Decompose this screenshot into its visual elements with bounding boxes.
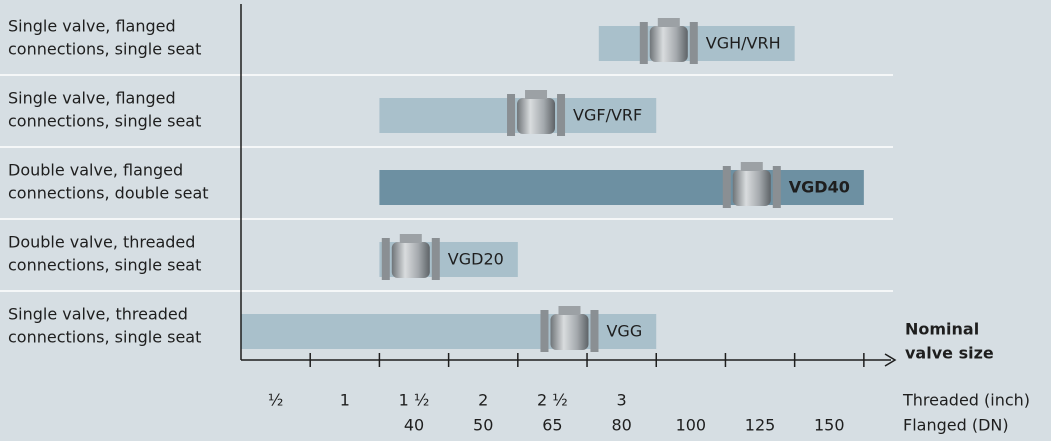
valve-flange <box>540 310 548 352</box>
row-label: connections, single seat <box>8 112 201 131</box>
bar-label: VGH/VRH <box>706 34 781 53</box>
row-label: Single valve, flanged <box>8 17 176 36</box>
bar-label: VGD20 <box>448 250 504 269</box>
valve-flange <box>723 166 731 208</box>
bar-label: VGF/VRF <box>573 106 642 125</box>
valve-flange <box>690 22 698 64</box>
valve-body <box>733 170 771 206</box>
size-label: 1 ½ <box>399 391 430 410</box>
row-label: Single valve, flanged <box>8 89 176 108</box>
size-label: 80 <box>611 416 631 435</box>
valve-top <box>400 234 422 243</box>
valve-body <box>650 26 688 62</box>
valve-flange <box>382 238 390 280</box>
size-label: 2 <box>478 391 488 410</box>
bar-label: VGD40 <box>789 178 850 197</box>
valve-body <box>550 314 588 350</box>
valve-flange <box>557 94 565 136</box>
size-label: 125 <box>745 416 776 435</box>
size-label: 2 ½ <box>537 391 568 410</box>
row-label: Single valve, threaded <box>8 305 188 324</box>
valve-body <box>517 98 555 134</box>
valve-flange <box>640 22 648 64</box>
valve-flange <box>432 238 440 280</box>
valve-flange <box>507 94 515 136</box>
size-label: 150 <box>814 416 845 435</box>
x-axis-title: valve size <box>905 344 994 363</box>
valve-top <box>658 18 680 27</box>
valve-top <box>741 162 763 171</box>
valve-flange <box>773 166 781 208</box>
valve-top <box>558 306 580 315</box>
row-label: connections, single seat <box>8 328 201 347</box>
size-label: 3 <box>617 391 627 410</box>
row-label: connections, single seat <box>8 256 201 275</box>
size-label: ½ <box>268 391 284 410</box>
size-label: 100 <box>676 416 707 435</box>
chart: Single valve, flanged connections, single… <box>0 0 1051 441</box>
valve-flange <box>590 310 598 352</box>
valve-top <box>525 90 547 99</box>
row-label: Double valve, threaded <box>8 233 195 252</box>
valve-body <box>392 242 430 278</box>
size-label: 1 <box>340 391 350 410</box>
row-label: Double valve, flanged <box>8 161 183 180</box>
size-label: 65 <box>542 416 562 435</box>
x-axis-title: Nominal <box>905 320 979 339</box>
size-row-name: Flanged (DN) <box>903 416 1009 435</box>
size-row-name: Threaded (inch) <box>902 391 1030 410</box>
row-label: connections, double seat <box>8 184 209 203</box>
row-label: connections, single seat <box>8 40 201 59</box>
bar-label: VGG <box>606 322 642 341</box>
size-label: 40 <box>404 416 424 435</box>
size-label: 50 <box>473 416 493 435</box>
